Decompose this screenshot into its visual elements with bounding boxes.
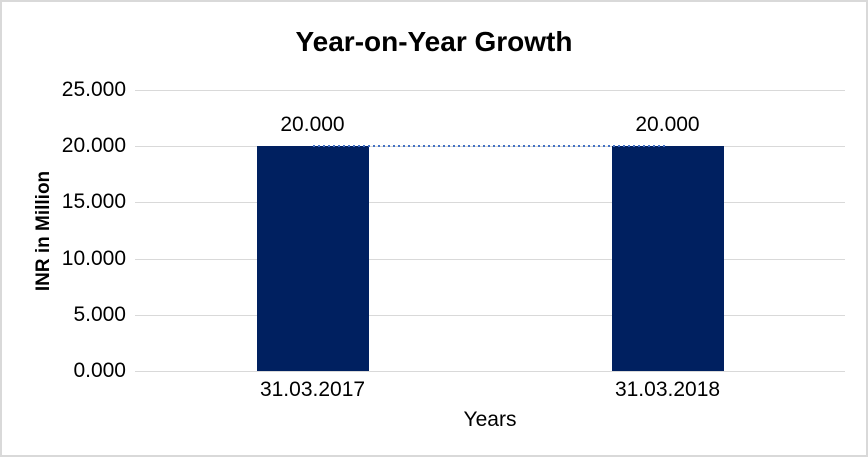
x-category-label: 31.03.2017 [259, 378, 366, 401]
y-tick-label: 0.000 [73, 359, 126, 382]
y-tick-label: 5.000 [73, 302, 126, 326]
y-tick-label: 20.000 [61, 134, 126, 158]
gridline [135, 314, 845, 316]
gridline [135, 90, 845, 91]
y-tick-label: 10.000 [61, 246, 126, 270]
bar-data-label: 20.000 [635, 113, 700, 137]
y-tick-label: 25.000 [61, 78, 126, 101]
bar-data-label: 20.000 [280, 113, 345, 137]
y-tick-label: 15.000 [61, 190, 126, 214]
x-category-label: 31.03.2018 [614, 378, 721, 401]
chart-title: Year-on-Year Growth [295, 26, 573, 57]
bar [256, 146, 369, 371]
gridline [135, 371, 845, 372]
x-axis-title: Years [463, 408, 517, 431]
bar [611, 146, 724, 371]
gridline [135, 202, 845, 204]
trendline [312, 145, 668, 148]
plot-area: 0.000 5.000 10.000 15.000 20.000 25.000 20.00… [62, 78, 845, 401]
y-axis-title: INR in Million [33, 170, 54, 292]
gridline [135, 258, 845, 260]
